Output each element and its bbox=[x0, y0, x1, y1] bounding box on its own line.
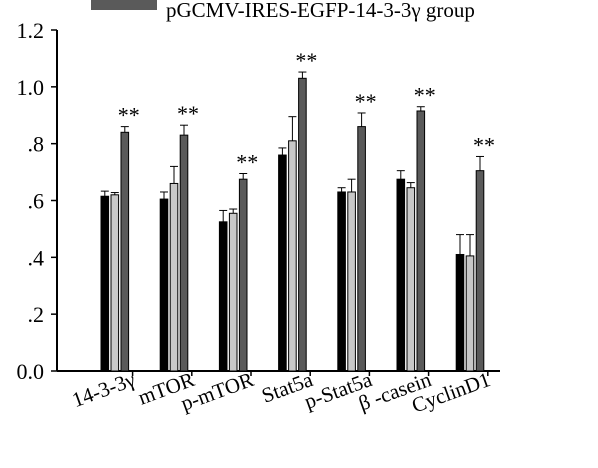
bar bbox=[288, 140, 297, 372]
bar bbox=[337, 191, 346, 372]
y-ticks: 0.0 .2 .4 .6 .8 1.0 1.2 bbox=[17, 18, 57, 384]
y-tick-label: 1.0 bbox=[17, 75, 45, 100]
y-tick-label: .2 bbox=[28, 302, 45, 327]
y-tick-label: 1.2 bbox=[17, 18, 45, 43]
bar bbox=[100, 195, 110, 372]
y-tick-label: .6 bbox=[28, 189, 45, 214]
y-tick-label: 0.0 bbox=[17, 359, 45, 384]
bar bbox=[416, 110, 426, 372]
significance-mark: ** bbox=[177, 101, 199, 126]
bar bbox=[465, 255, 475, 372]
bar bbox=[110, 194, 120, 372]
category-label: 14-3-3γ bbox=[69, 367, 139, 412]
bar bbox=[120, 131, 130, 372]
significance-mark: ** bbox=[118, 103, 140, 128]
bar bbox=[357, 126, 366, 372]
legend: pGCMV-IRES-EGFP-14-3-3γ group bbox=[91, 0, 475, 22]
bar bbox=[238, 178, 248, 372]
bar bbox=[455, 253, 465, 372]
y-tick-label: .4 bbox=[28, 245, 45, 270]
y-tick-label: .8 bbox=[28, 132, 45, 157]
legend-swatch bbox=[91, 0, 157, 10]
bar bbox=[228, 212, 238, 372]
significance-mark: ** bbox=[295, 48, 317, 73]
significance-mark: ** bbox=[414, 83, 436, 108]
bars: ** ** ** ** ** ** ** bbox=[100, 48, 495, 372]
significance-mark: ** bbox=[473, 132, 495, 157]
bar bbox=[475, 170, 485, 372]
significance-mark: ** bbox=[355, 89, 377, 114]
bar bbox=[278, 154, 287, 372]
bar bbox=[347, 191, 356, 372]
bar bbox=[159, 198, 169, 372]
bar bbox=[179, 134, 189, 372]
bar bbox=[298, 77, 307, 372]
bar bbox=[406, 187, 416, 372]
significance-mark: ** bbox=[236, 150, 258, 175]
bar bbox=[218, 221, 228, 372]
bar bbox=[169, 182, 179, 372]
legend-label: pGCMV-IRES-EGFP-14-3-3γ group bbox=[166, 0, 475, 22]
bar bbox=[396, 178, 406, 372]
